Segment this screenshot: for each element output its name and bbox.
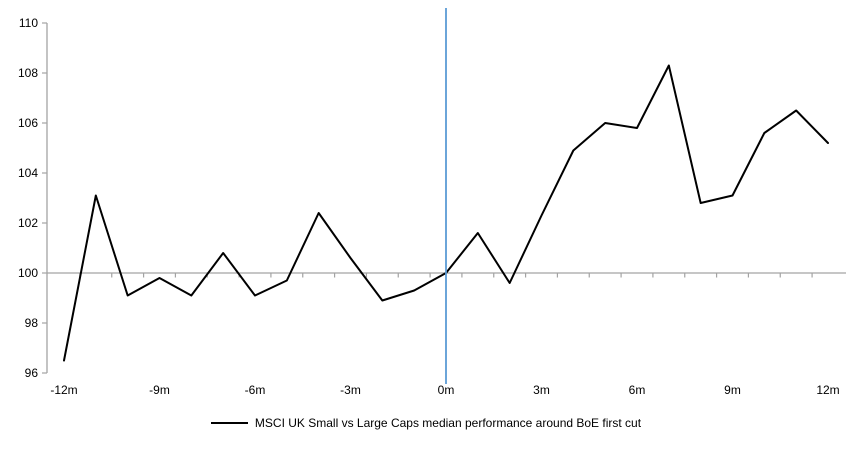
x-tick-label: 6m (629, 383, 646, 397)
y-tick-label: 102 (18, 216, 38, 230)
y-tick-label: 100 (18, 266, 38, 280)
x-tick-label: 12m (816, 383, 839, 397)
x-tick-label: 3m (533, 383, 550, 397)
y-tick-label: 96 (25, 366, 39, 380)
x-tick-label: -9m (149, 383, 170, 397)
x-tick-label: -12m (50, 383, 77, 397)
y-tick-label: 108 (18, 66, 38, 80)
x-tick-label: -3m (340, 383, 361, 397)
legend: MSCI UK Small vs Large Caps median perfo… (0, 416, 852, 430)
x-tick-label: 0m (438, 383, 455, 397)
y-tick-label: 98 (25, 316, 39, 330)
legend-label: MSCI UK Small vs Large Caps median perfo… (254, 416, 642, 430)
y-tick-label: 104 (18, 166, 38, 180)
x-tick-label: -6m (245, 383, 266, 397)
legend-line-swatch (210, 422, 248, 424)
y-tick-label: 110 (19, 16, 38, 30)
y-tick-label: 106 (18, 116, 38, 130)
x-tick-label: 9m (724, 383, 741, 397)
